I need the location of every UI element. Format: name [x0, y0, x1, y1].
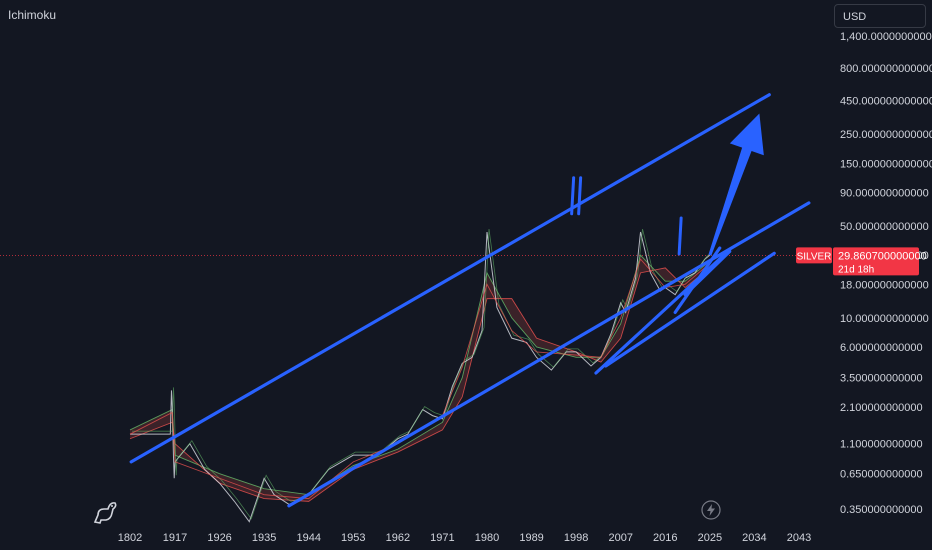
x-tick-label: 1917 — [163, 532, 187, 544]
wave-mark — [677, 216, 683, 256]
lagging-span-line — [132, 228, 713, 520]
wave-mark-stroke — [677, 216, 683, 256]
x-tick-label: 2025 — [698, 532, 722, 544]
x-axis: 1802 1917 1926 1935 1944 1953 1962 1971 1980 1989… — [118, 532, 811, 544]
baseline-line — [129, 258, 711, 500]
y-tick-label: 150.000000000000 — [840, 158, 932, 170]
trendline — [287, 201, 811, 508]
x-tick-label: 2034 — [742, 532, 766, 544]
bar-countdown: 21d 18h — [838, 264, 874, 275]
senkou-span-b — [129, 267, 711, 502]
x-tick-label: 1998 — [564, 532, 588, 544]
trendline — [673, 246, 722, 314]
y-tick-label: 2.100000000000 — [840, 402, 923, 414]
y-tick-label: 50.000000000000 — [840, 221, 929, 233]
x-tick-label: 1944 — [296, 532, 320, 544]
y-tick-label: 18.000000000000 — [840, 279, 929, 291]
x-tick-label: 1989 — [519, 532, 543, 544]
symbol-tag — [796, 247, 832, 264]
wave-mark-stroke — [570, 176, 576, 216]
y-tick-label: 90.000000000000 — [840, 188, 929, 200]
price-line — [130, 231, 711, 523]
symbol-label: SILVER — [797, 251, 832, 262]
x-tick-label: 1802 — [118, 532, 142, 544]
series-layer — [129, 228, 713, 523]
x-tick-label: 1980 — [475, 532, 499, 544]
currency-selector[interactable]: USD — [834, 4, 926, 28]
y-tick-label: 1.100000000000 — [840, 439, 923, 451]
x-tick-label: 1953 — [341, 532, 365, 544]
senkou-span-a — [129, 254, 711, 496]
price-tag: SILVER 29.860700000000 21d 18h — [796, 247, 927, 276]
y-tick-label: 10.000000000000 — [840, 313, 929, 325]
y-tick-label: 0.350000000000 — [840, 504, 923, 516]
x-tick-label: 1935 — [252, 532, 276, 544]
x-tick-label: 1962 — [386, 532, 410, 544]
x-tick-label: 1926 — [207, 532, 231, 544]
current-price-value: 29.860700000000 — [838, 250, 927, 262]
tradingview-logo-icon[interactable] — [92, 498, 120, 526]
lightning-icon[interactable] — [701, 500, 721, 520]
x-tick-label: 1971 — [430, 532, 454, 544]
y-tick-label: 1,400.000000000000 — [840, 31, 932, 43]
y-tick-label: 800.000000000000 — [840, 63, 932, 75]
trendline — [129, 93, 771, 464]
target-arrow — [708, 113, 764, 256]
price-label-box — [833, 247, 919, 276]
x-tick-label: 2043 — [787, 532, 811, 544]
y-tick-label: 6.000000000000 — [840, 342, 923, 354]
y-tick-label: 450.000000000000 — [840, 96, 932, 108]
drawing-layer — [129, 93, 811, 508]
trendline — [683, 249, 732, 297]
cloud-area — [130, 255, 710, 502]
y-tick-label: 3.500000000000 — [840, 373, 923, 385]
trendline — [604, 251, 776, 368]
x-tick-label: 2016 — [653, 532, 677, 544]
x-tick-label: 2007 — [608, 532, 632, 544]
trendline — [594, 248, 732, 375]
y-tick-label: 0.650000000000 — [840, 469, 923, 481]
ichimoku-cloud — [129, 254, 711, 502]
y-tick-label: 250.000000000000 — [840, 129, 932, 141]
wave-mark-stroke — [577, 176, 583, 216]
indicator-label[interactable]: Ichimoku — [8, 8, 57, 22]
wave-mark — [570, 176, 583, 216]
